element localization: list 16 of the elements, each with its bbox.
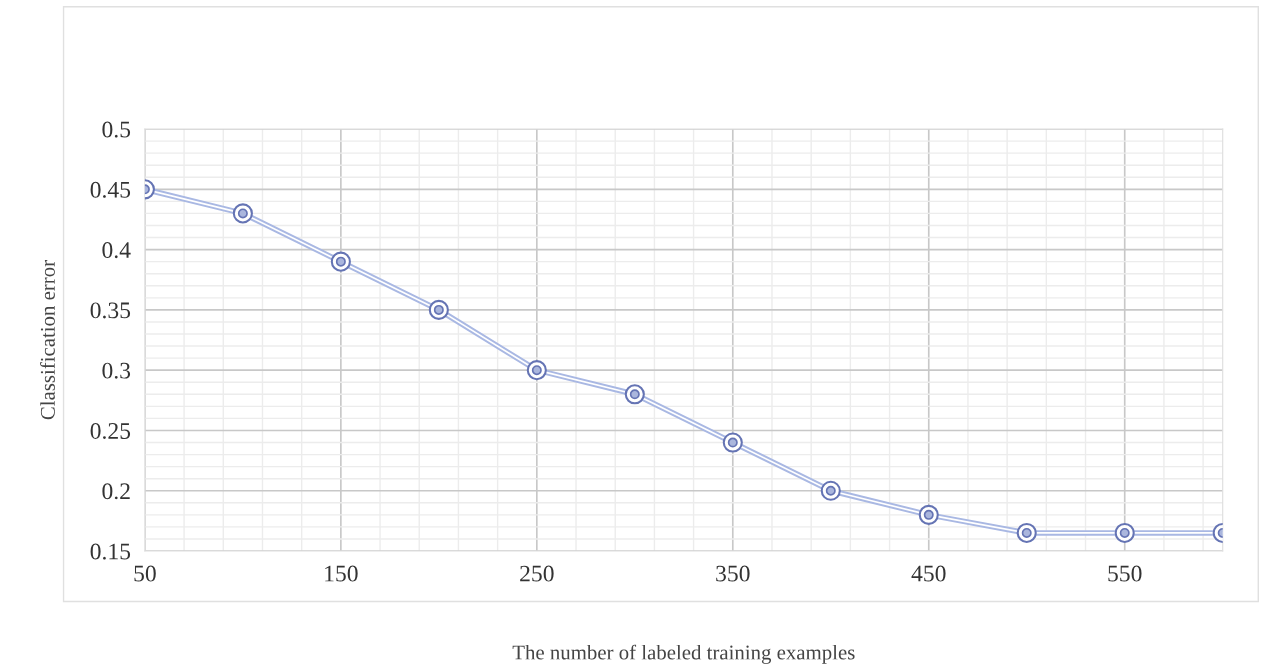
x-tick-label: 250 [520, 565, 554, 582]
x-tick-label: 450 [911, 565, 946, 582]
x-tick-label: 350 [716, 565, 750, 582]
y-tick-label: 0.2 [102, 483, 130, 500]
y-tick-label: 0.15 [90, 543, 131, 560]
y-tick-label: 0.45 [90, 181, 131, 198]
x-axis-title: The number of labeled training examples [512, 644, 855, 664]
y-tick-label: 0.25 [90, 422, 131, 439]
x-tick-label: 150 [325, 565, 358, 582]
y-tick-label: 0.35 [90, 302, 131, 319]
y-tick-label: 0.4 [102, 242, 131, 259]
y-axis-title: Classification error [40, 260, 55, 420]
x-tick-label: 50 [134, 565, 156, 582]
y-tick-label: 0.3 [102, 362, 131, 379]
y-tick-label: 0.5 [102, 121, 131, 138]
x-tick-label: 550 [1108, 565, 1142, 582]
